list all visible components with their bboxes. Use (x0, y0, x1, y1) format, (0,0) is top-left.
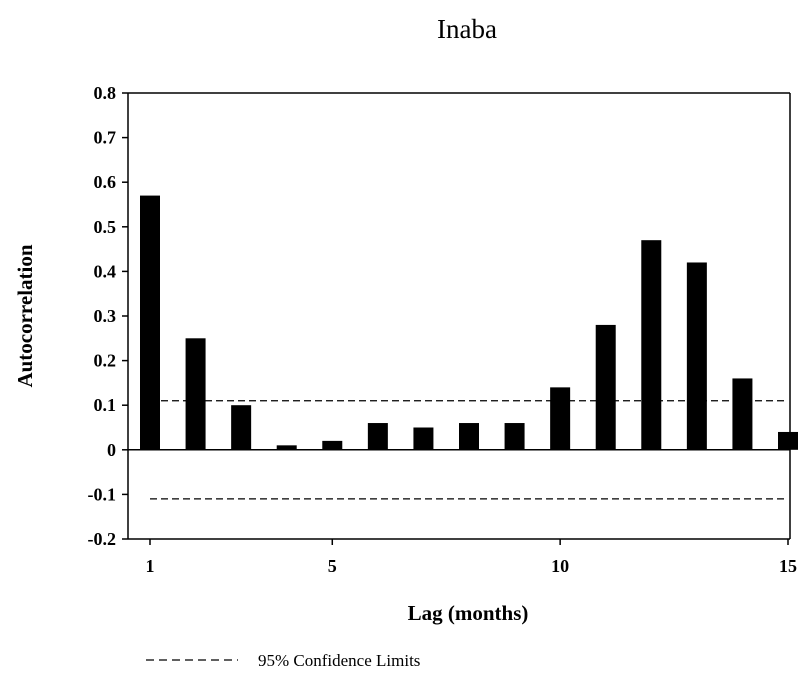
confidence-lines (150, 400, 788, 500)
y-tick-label: 0.5 (94, 217, 117, 237)
bar-lag-13 (686, 262, 707, 450)
bar-lag-11 (595, 324, 616, 450)
bar-lag-15 (778, 431, 798, 450)
y-tick-label: -0.1 (88, 484, 117, 504)
x-axis-label: Lag (months) (408, 601, 529, 625)
bar-lag-10 (550, 387, 571, 450)
chart-title: Inaba (437, 14, 497, 44)
legend-label: 95% Confidence Limits (258, 651, 420, 670)
y-tick-label: -0.2 (88, 529, 117, 549)
bar-lag-6 (367, 423, 388, 450)
y-axis-label: Autocorrelation (13, 244, 37, 387)
bar-lag-1 (140, 195, 160, 450)
bar-lag-2 (185, 338, 206, 450)
bar-lag-8 (459, 423, 479, 450)
bar-lag-14 (732, 378, 753, 450)
x-tick-label: 5 (328, 556, 337, 576)
x-ticks: 1 5 10 15 (146, 539, 797, 576)
bar-lag-5 (322, 440, 343, 450)
bar-lag-4 (276, 445, 297, 450)
y-tick-label: 0.2 (94, 351, 117, 371)
y-ticks: 0.8 0.7 0.6 0.5 0.4 0.3 0.2 0.1 0 -0.1 -0.2 (88, 83, 128, 549)
x-tick-label: 15 (779, 556, 797, 576)
y-tick-label: 0.3 (94, 306, 117, 326)
bars-group (140, 195, 798, 450)
bar-lag-7 (413, 427, 434, 450)
bar-lag-3 (231, 405, 252, 450)
bar-lag-9 (504, 423, 525, 450)
y-tick-label: 0.8 (94, 83, 117, 103)
legend: 95% Confidence Limits (146, 651, 420, 670)
y-tick-label: 0.6 (94, 172, 117, 192)
y-tick-label: 0.1 (94, 395, 117, 415)
x-tick-label: 10 (551, 556, 569, 576)
y-tick-label: 0.4 (94, 261, 117, 281)
bar-lag-12 (641, 240, 662, 450)
x-tick-label: 1 (146, 556, 155, 576)
y-tick-label: 0 (107, 440, 116, 460)
y-tick-label: 0.7 (94, 128, 117, 148)
